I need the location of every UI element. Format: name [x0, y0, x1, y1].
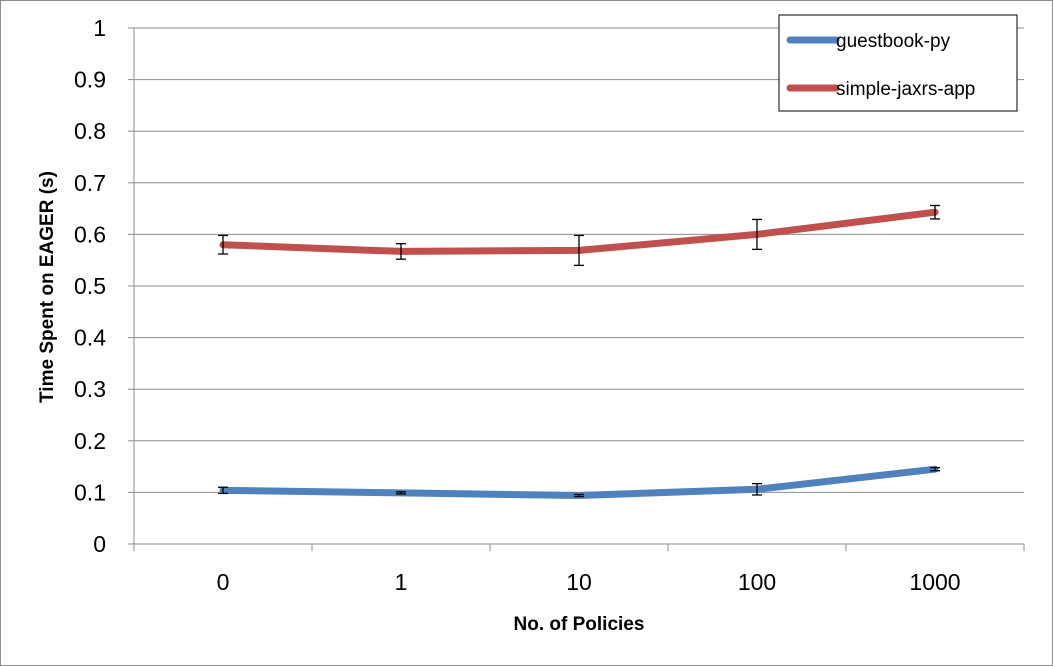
y-tick-label: 0.1	[74, 479, 106, 505]
error-bar-guestbook-py	[752, 482, 762, 496]
y-axis-title: Time Spent on EAGER (s)	[37, 171, 58, 403]
y-tick-label: 1	[93, 15, 106, 41]
y-tick-labels: 0 0.1 0.2 0.3 0.4 0.5 0.6 0.7 0.8 0.9 1	[74, 15, 106, 557]
error-bar-simple-jaxrs-app	[396, 243, 406, 260]
error-bar-simple-jaxrs-app	[930, 204, 940, 220]
error-bar-guestbook-py	[396, 491, 406, 495]
error-bars	[218, 204, 940, 498]
y-tick-label: 0.9	[74, 67, 106, 93]
y-tick-label: 0.2	[74, 428, 106, 454]
legend-label-simple-jaxrs-app: simple-jaxrs-app	[836, 79, 975, 100]
x-tick-label: 1	[395, 569, 408, 595]
legend-box	[778, 14, 1018, 112]
y-tick-label: 0.7	[74, 170, 106, 196]
error-bar-simple-jaxrs-app	[752, 218, 762, 251]
axes	[128, 27, 1025, 551]
y-tick-label: 0.8	[74, 118, 106, 144]
y-tick-label: 0.6	[74, 221, 106, 247]
x-tick-labels: 0 1 10 100 1000	[217, 569, 961, 595]
y-tick-label: 0	[93, 531, 106, 557]
y-tick-label: 0.3	[74, 376, 106, 402]
error-bar-guestbook-py	[930, 466, 940, 472]
error-bar-simple-jaxrs-app	[574, 234, 584, 267]
x-tick-label: 100	[738, 569, 776, 595]
y-tick-label: 0.4	[74, 325, 106, 351]
legend: guestbook-py simple-jaxrs-app	[778, 14, 1018, 112]
x-tick-label: 0	[217, 569, 230, 595]
x-tick-label: 10	[566, 569, 592, 595]
error-bar-guestbook-py	[218, 486, 228, 495]
error-bar-simple-jaxrs-app	[218, 234, 228, 255]
y-tick-label: 0.5	[74, 273, 106, 299]
legend-label-guestbook-py: guestbook-py	[836, 31, 951, 52]
x-axis-title: No. of Policies	[514, 614, 645, 635]
x-tick-label: 1000	[909, 569, 960, 595]
series-line-guestbook-py	[219, 465, 939, 499]
error-bar-guestbook-py	[574, 493, 584, 498]
